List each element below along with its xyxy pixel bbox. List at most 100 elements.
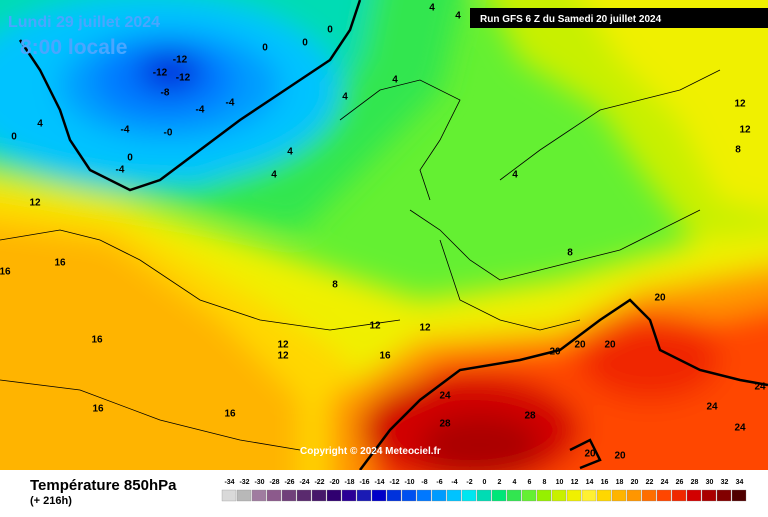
legend-label: 22: [646, 479, 654, 486]
contour-label: 20: [614, 451, 626, 462]
legend-label: 4: [513, 479, 517, 486]
legend-swatch: [671, 489, 687, 502]
legend-swatch: [356, 489, 372, 502]
contour-label: 0: [127, 153, 133, 164]
contour-label: 12: [277, 340, 289, 351]
contour-label: 8: [567, 248, 573, 259]
legend-label: 26: [676, 479, 684, 486]
legend-label: -12: [389, 479, 399, 486]
legend-swatch: [626, 489, 642, 502]
contour-label: 16: [92, 404, 104, 415]
legend-swatch: [371, 489, 387, 502]
borders: [0, 69, 721, 451]
legend-label: 30: [706, 479, 714, 486]
contour-label: 16: [0, 267, 11, 278]
legend-swatch: [686, 489, 702, 502]
legend-label: -22: [314, 479, 324, 486]
contour-label: 0: [327, 25, 333, 36]
contour-label: 4: [429, 3, 435, 14]
legend-label: 10: [556, 479, 564, 486]
legend-swatch: [641, 489, 657, 502]
contour-label: 20: [549, 347, 561, 358]
legend-swatch: [491, 489, 507, 502]
legend-swatch: [296, 489, 312, 502]
contour-label: 16: [91, 335, 103, 346]
legend-swatch: [401, 489, 417, 502]
copyright: Copyright © 2024 Meteociel.fr: [300, 446, 441, 457]
legend-swatch: [446, 489, 462, 502]
legend-swatch: [731, 489, 747, 502]
contour-label: 24: [706, 402, 718, 413]
legend-label: -34: [224, 479, 234, 486]
legend-label: -24: [299, 479, 309, 486]
lead-time: (+ 216h): [30, 495, 72, 507]
legend-swatch: [461, 489, 477, 502]
legend-swatch: [266, 489, 282, 502]
legend-label: -18: [344, 479, 354, 486]
legend-swatch: [341, 489, 357, 502]
contour-label: 0: [11, 132, 17, 143]
contour-label: -12: [176, 73, 191, 84]
legend-label: -8: [421, 479, 427, 486]
legend-label: 0: [483, 479, 487, 486]
contour-label: -12: [173, 55, 188, 66]
contour-label: -4: [121, 125, 130, 136]
legend-swatch: [536, 489, 552, 502]
contour-label: 4: [271, 170, 277, 181]
contour-label: 8: [735, 145, 741, 156]
legend-label: 28: [691, 479, 699, 486]
legend-label: -10: [404, 479, 414, 486]
contour-label: 20: [654, 293, 666, 304]
contour-label: -0: [164, 128, 173, 139]
contour-label: 16: [54, 258, 66, 269]
legend-swatch: [386, 489, 402, 502]
legend-label: -14: [374, 479, 384, 486]
contour-label: 12: [277, 351, 289, 362]
legend-label: 20: [631, 479, 639, 486]
legend-label: 2: [498, 479, 502, 486]
contour-label: 24: [734, 423, 746, 434]
legend-label: 14: [586, 479, 594, 486]
legend-swatch: [506, 489, 522, 502]
legend-swatch: [431, 489, 447, 502]
legend-swatch: [416, 489, 432, 502]
legend-label: 6: [528, 479, 532, 486]
legend-swatch: [281, 489, 297, 502]
contour-label: 4: [512, 170, 518, 181]
contour-label: 4: [392, 75, 398, 86]
field-title: Température 850hPa: [30, 477, 177, 494]
legend-label: 34: [736, 479, 744, 486]
legend-swatch: [596, 489, 612, 502]
legend-label: -30: [254, 479, 264, 486]
contour-label: -8: [161, 88, 170, 99]
contour-label: 24: [754, 382, 766, 393]
contour-label: 20: [574, 340, 586, 351]
forecast-time: 8:00 locale: [20, 36, 127, 59]
legend-swatch: [521, 489, 537, 502]
legend-swatch: [326, 489, 342, 502]
legend-label: 16: [601, 479, 609, 486]
run-banner: [470, 8, 768, 28]
contour-label: 28: [524, 411, 536, 422]
contour-label: 0: [302, 38, 308, 49]
contour-label: 4: [455, 11, 461, 22]
legend-label: 8: [543, 479, 547, 486]
contour-label: 12: [369, 321, 381, 332]
legend-swatch: [701, 489, 717, 502]
legend-swatch: [566, 489, 582, 502]
coastlines: [18, 0, 768, 470]
contour-label: 12: [419, 323, 431, 334]
legend-label: -16: [359, 479, 369, 486]
legend-swatch: [221, 489, 237, 502]
contour-label: 16: [379, 351, 391, 362]
run-info: Run GFS 6 Z du Samedi 20 juillet 2024: [480, 14, 662, 25]
contour-label: 28: [439, 419, 451, 430]
legend-swatch: [551, 489, 567, 502]
legend-swatch: [236, 489, 252, 502]
legend-label: 12: [571, 479, 579, 486]
contour-label: -4: [116, 165, 125, 176]
legend-swatch: [251, 489, 267, 502]
contour-label: 0: [262, 43, 268, 54]
